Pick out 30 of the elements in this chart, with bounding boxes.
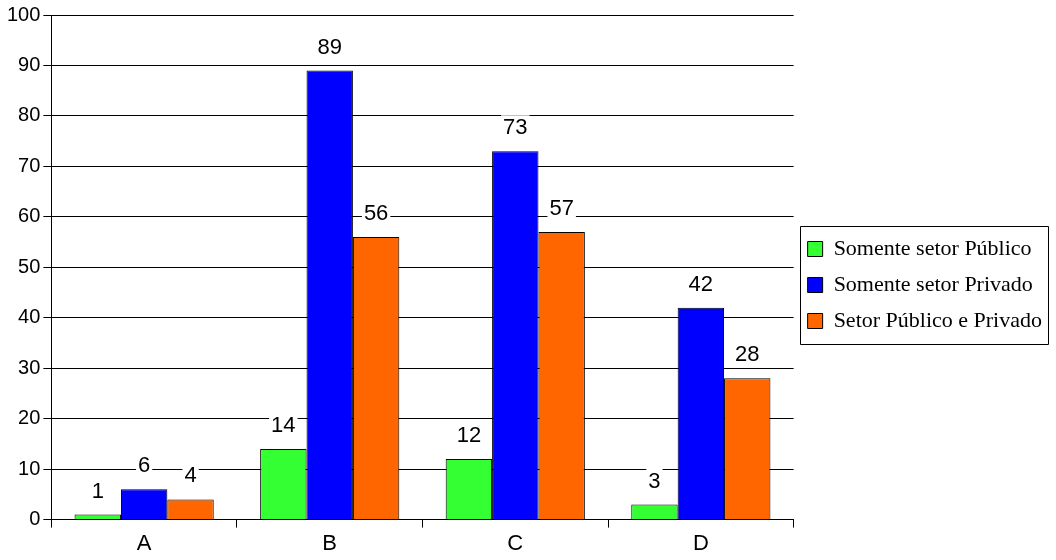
x-tick-label: C <box>507 529 524 555</box>
y-tick-label: 70 <box>18 153 41 176</box>
y-tick-label: 90 <box>18 52 41 75</box>
data-label: 42 <box>688 270 714 296</box>
data-label: 73 <box>503 114 528 140</box>
data-label: 28 <box>735 341 760 367</box>
legend-label: Somente setor Privado <box>833 270 1033 296</box>
y-tick-label: 100 <box>6 2 41 25</box>
x-tick-label: D <box>692 529 709 555</box>
legend-label: Setor Público e Privado <box>833 306 1043 332</box>
data-label: 3 <box>648 467 661 493</box>
y-tick-label: 40 <box>18 305 41 328</box>
y-tick-label: 20 <box>18 406 41 429</box>
data-label: 6 <box>138 452 151 478</box>
x-tick-label: A <box>136 529 152 555</box>
x-tick-label: B <box>322 529 338 555</box>
data-label: 57 <box>549 195 574 221</box>
y-tick-label: 0 <box>29 507 41 530</box>
y-tick-label: 80 <box>18 103 41 126</box>
y-tick-label: 60 <box>18 204 41 227</box>
data-label: 89 <box>317 33 342 59</box>
data-label: 56 <box>363 200 389 226</box>
y-tick-label: 50 <box>18 254 41 277</box>
y-tick-label: 10 <box>18 456 41 479</box>
data-label: 4 <box>184 462 197 488</box>
legend-label: Somente setor Público <box>833 234 1032 260</box>
data-label: 14 <box>271 412 296 438</box>
y-tick-label: 30 <box>18 355 41 378</box>
data-label: 1 <box>91 477 104 503</box>
data-label: 12 <box>456 422 482 448</box>
